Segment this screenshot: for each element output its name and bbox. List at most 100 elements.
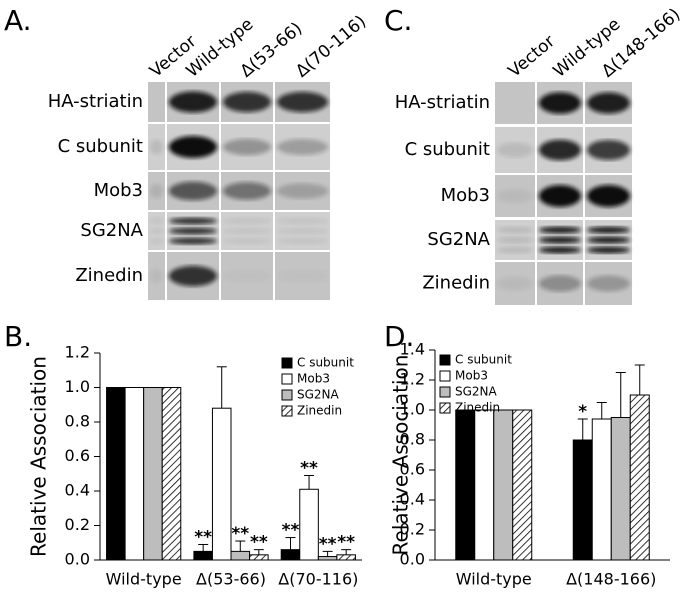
legend-swatch — [281, 389, 293, 401]
blot-lane — [221, 252, 273, 300]
significance-label: ** — [337, 533, 355, 553]
y-tick-label: 0.2 — [400, 520, 425, 539]
y-tick-label: 0.8 — [65, 412, 90, 431]
legend-swatch — [439, 402, 451, 414]
bar — [106, 387, 126, 561]
y-axis-label: Relative Association — [27, 356, 51, 557]
bar — [161, 387, 182, 561]
bar — [143, 387, 163, 561]
legend-label: SG2NA — [455, 385, 498, 399]
y-tick-label: 1.2 — [65, 343, 90, 362]
significance-label: ** — [300, 458, 318, 478]
row-label: Mob3 — [94, 180, 143, 201]
blot-band — [277, 139, 328, 155]
blot-band — [587, 92, 630, 114]
blot-band — [150, 268, 163, 284]
legend-label: Zinedin — [297, 404, 342, 418]
legend-label: SG2NA — [297, 388, 340, 402]
significance-label: * — [578, 402, 587, 422]
legend-swatch — [439, 354, 451, 366]
blot-band — [223, 138, 271, 156]
row-label: C subunit — [405, 139, 490, 160]
blot-band — [277, 91, 328, 113]
blot-band — [587, 246, 630, 254]
bar — [629, 394, 650, 561]
blot-band — [277, 227, 328, 235]
legend-swatch — [281, 405, 293, 417]
blot-band — [539, 139, 581, 161]
blot-band — [169, 136, 217, 158]
legend-label: C subunit — [297, 356, 354, 370]
blot-band — [539, 226, 581, 234]
panel-label: A. — [4, 4, 32, 37]
y-tick-label: 0.4 — [400, 490, 425, 509]
blot-band — [277, 217, 328, 225]
legend-label: Mob3 — [297, 372, 330, 386]
blot-band — [169, 237, 217, 245]
bar — [249, 554, 269, 561]
y-axis-label: Relative Association — [389, 355, 413, 556]
y-tick-label: 0.6 — [65, 446, 90, 465]
blot-band — [169, 227, 217, 235]
blot-band — [169, 217, 217, 225]
blot-band — [539, 185, 581, 207]
blot-band — [223, 227, 271, 235]
blot-band — [539, 236, 581, 244]
bar — [610, 417, 631, 561]
blot-band — [150, 183, 163, 199]
legend-label: Zinedin — [455, 401, 500, 415]
y-tick-label: 0.0 — [65, 550, 90, 569]
significance-label: ** — [231, 524, 249, 544]
y-tick-label: 1.0 — [400, 400, 425, 419]
blot-band — [150, 139, 163, 155]
significance-label: ** — [194, 527, 212, 547]
blot-band — [497, 276, 533, 291]
row-label: Zinedin — [422, 273, 490, 294]
row-label: SG2NA — [80, 220, 143, 241]
blot-band — [587, 140, 630, 160]
y-tick-label: 1.0 — [65, 377, 90, 396]
bar — [280, 549, 301, 561]
blot-band — [587, 275, 630, 292]
blot-band — [150, 237, 163, 245]
blot-band — [150, 217, 163, 225]
legend-swatch — [281, 357, 293, 369]
row-label: SG2NA — [427, 229, 490, 250]
blot-band — [539, 275, 581, 292]
blot-band — [223, 237, 271, 245]
blot-band — [539, 246, 581, 254]
x-tick-label: Wild-type — [106, 570, 182, 589]
panel-label: D. — [384, 320, 414, 353]
blot-band — [497, 236, 533, 244]
legend-swatch — [439, 386, 451, 398]
blot-band — [277, 237, 328, 245]
blot-band — [277, 183, 328, 199]
blot-band — [223, 91, 271, 113]
blot-band — [150, 227, 163, 235]
lane-label: Vector — [505, 32, 559, 82]
significance-label: ** — [282, 521, 300, 541]
bar — [317, 556, 338, 561]
significance-label: ** — [319, 534, 337, 554]
legend-swatch — [439, 370, 451, 382]
blot-band — [587, 236, 630, 244]
bar — [455, 409, 476, 561]
blot-band — [223, 217, 271, 225]
lane-label: Δ(70-116) — [292, 12, 370, 82]
bar — [230, 550, 251, 561]
blot-band — [169, 265, 217, 287]
row-label: Zinedin — [75, 265, 143, 286]
blot-band — [497, 246, 533, 254]
blot-band — [587, 226, 630, 234]
y-tick-label: 1.4 — [400, 340, 425, 359]
blot-band — [497, 188, 533, 204]
bar — [572, 439, 593, 561]
row-label: HA-striatin — [395, 92, 490, 113]
y-tick-label: 0.4 — [65, 481, 90, 500]
bar — [336, 554, 356, 561]
bar — [493, 409, 514, 561]
bar — [124, 387, 145, 561]
blot-band — [497, 226, 533, 234]
y-tick-label: 0.0 — [400, 550, 425, 569]
